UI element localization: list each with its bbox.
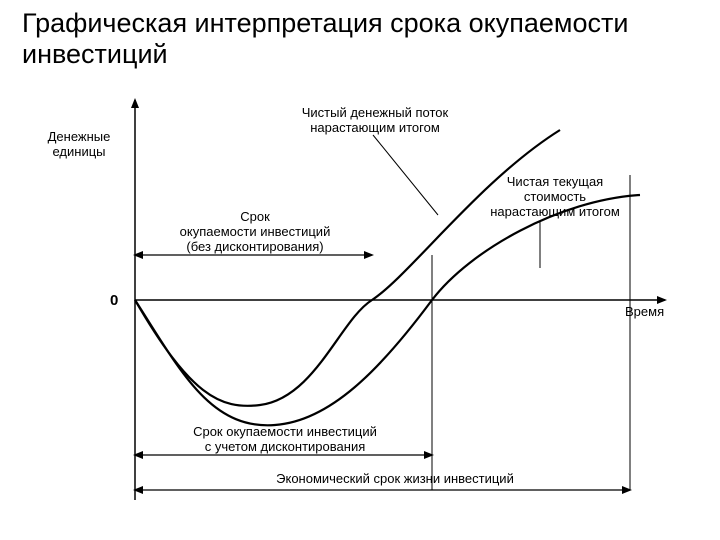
- curve-cash-flow: [135, 130, 560, 406]
- label-cash-flow: Чистый денежный поток нарастающим итогом: [240, 106, 510, 136]
- origin-label: 0: [110, 292, 118, 309]
- label-npv: Чистая текущая стоимость нарастающим ито…: [460, 175, 650, 220]
- pointer-cash-flow: [373, 135, 438, 215]
- label-economic-life: Экономический срок жизни инвестиций: [180, 472, 610, 487]
- label-payback-nodisc: Срок окупаемости инвестиций (без дисконт…: [140, 210, 370, 255]
- x-axis-label: Время: [625, 305, 664, 320]
- payback-diagram: [0, 0, 720, 540]
- y-axis-label: Денежные единицы: [24, 130, 134, 160]
- label-payback-disc: Срок окупаемости инвестиций с учетом дис…: [140, 425, 430, 455]
